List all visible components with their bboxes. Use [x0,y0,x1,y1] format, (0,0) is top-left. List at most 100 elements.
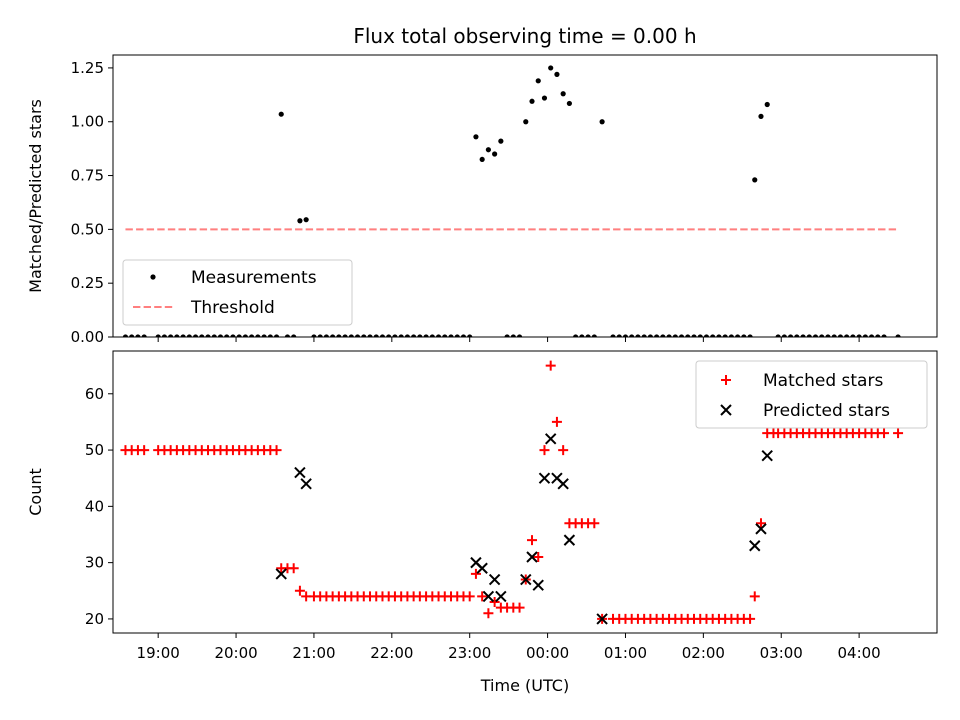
measurement-point [278,111,284,117]
measurement-point [862,334,868,337]
measurement-point [485,147,491,153]
measurement-point [373,334,379,337]
measurement-point [585,334,591,337]
measurement-point [616,334,622,337]
matched-stars-point [551,416,562,427]
measurement-point [230,334,236,337]
matched-stars-point [271,445,282,456]
measurement-point [255,334,261,337]
measurement-point [454,334,460,337]
measurement-point [284,334,291,337]
matched-stars-point [470,568,481,579]
matched-stars-point [533,552,544,563]
y-tick-label: 0.50 [71,220,104,238]
x-tick-label: 04:00 [838,644,881,662]
measurement-point [317,334,323,337]
legend-threshold-label: Threshold [190,298,275,318]
y-tick-label: 1.25 [71,59,104,77]
legend-matched-marker [721,375,731,385]
measurement-point [417,334,423,337]
measurement-point [764,101,770,108]
plot-area [122,65,901,337]
measurement-point [516,334,523,337]
y-tick-label: 1.00 [71,113,104,131]
measurement-point [716,334,722,337]
measurement-point [174,334,180,337]
legend-measurements-label: Measurements [191,268,317,288]
measurement-point [135,334,141,337]
measurement-point [710,334,716,337]
y-axis-label: Matched/Predicted stars [26,99,45,293]
legend: Matched stars Predicted stars [695,360,928,429]
measurement-point [460,334,467,337]
measurement-point [747,334,753,337]
y-tick-label: 0.75 [71,167,104,185]
measurement-point [192,334,199,337]
y-tick-label: 0.00 [71,328,104,346]
y-tick-label: 50 [85,441,104,459]
measurement-point [678,334,685,337]
measurement-point [856,334,862,337]
matched-stars-point [539,445,550,456]
predicted-stars-point [544,433,557,445]
predicted-stars-point [495,590,507,603]
legend: Measurements Threshold [122,259,353,326]
measurement-point [217,334,224,337]
measurement-point [442,334,448,337]
measurement-point [722,334,728,337]
axes-frame [112,54,938,338]
measurement-point [752,177,758,183]
predicted-stars-point [275,568,287,580]
matched-stars-point [514,602,525,613]
measurement-point [224,334,230,337]
x-tick-label: 01:00 [604,644,647,662]
measurement-point [411,334,417,337]
measurement-point [881,334,887,337]
measurement-point [367,334,373,337]
measurement-point [622,334,629,337]
predicted-stars-point [532,579,544,591]
measurement-point [850,334,856,337]
measurement-point [541,95,548,101]
measurement-point [311,334,317,337]
y-axis-label: Count [26,468,45,516]
measurement-point [635,334,641,337]
measurement-point [205,334,211,337]
measurement-point [758,113,764,119]
x-tick-label: 00:00 [526,644,569,662]
chart-title: Flux total observing time = 0.00 h [353,24,696,48]
measurement-point [660,334,666,337]
measurement-point [629,334,635,337]
measurement-point [297,218,303,224]
measurement-point [273,334,280,337]
measurement-point [554,71,560,77]
matched-stars-point [558,445,569,456]
measurement-point [249,334,255,337]
measurement-point [703,334,710,337]
predicted-stars-point [749,540,761,552]
legend-matched-label: Matched stars [763,371,883,391]
x-tick-label: 23:00 [448,644,491,662]
matched-stars-point [749,591,760,602]
measurement-point [141,334,147,337]
x-tick-label: 20:00 [214,644,257,662]
y-tick-label: 20 [85,610,104,628]
matched-stars-point [745,613,756,624]
measurement-point [129,334,135,337]
measurement-point [168,334,174,337]
measurement-point [819,334,825,337]
measurement-point [267,334,273,337]
measurement-point [467,334,473,337]
measurement-point [186,334,192,337]
measurement-point [697,334,703,337]
measurement-point [672,334,678,337]
measurement-point [291,334,297,337]
matched-stars-point [545,360,556,371]
matched-stars-point [589,518,600,529]
matched-stars-point [477,591,488,602]
measurement-point [211,334,217,337]
predicted-stars-point [596,613,608,625]
measurement-point [386,334,392,337]
